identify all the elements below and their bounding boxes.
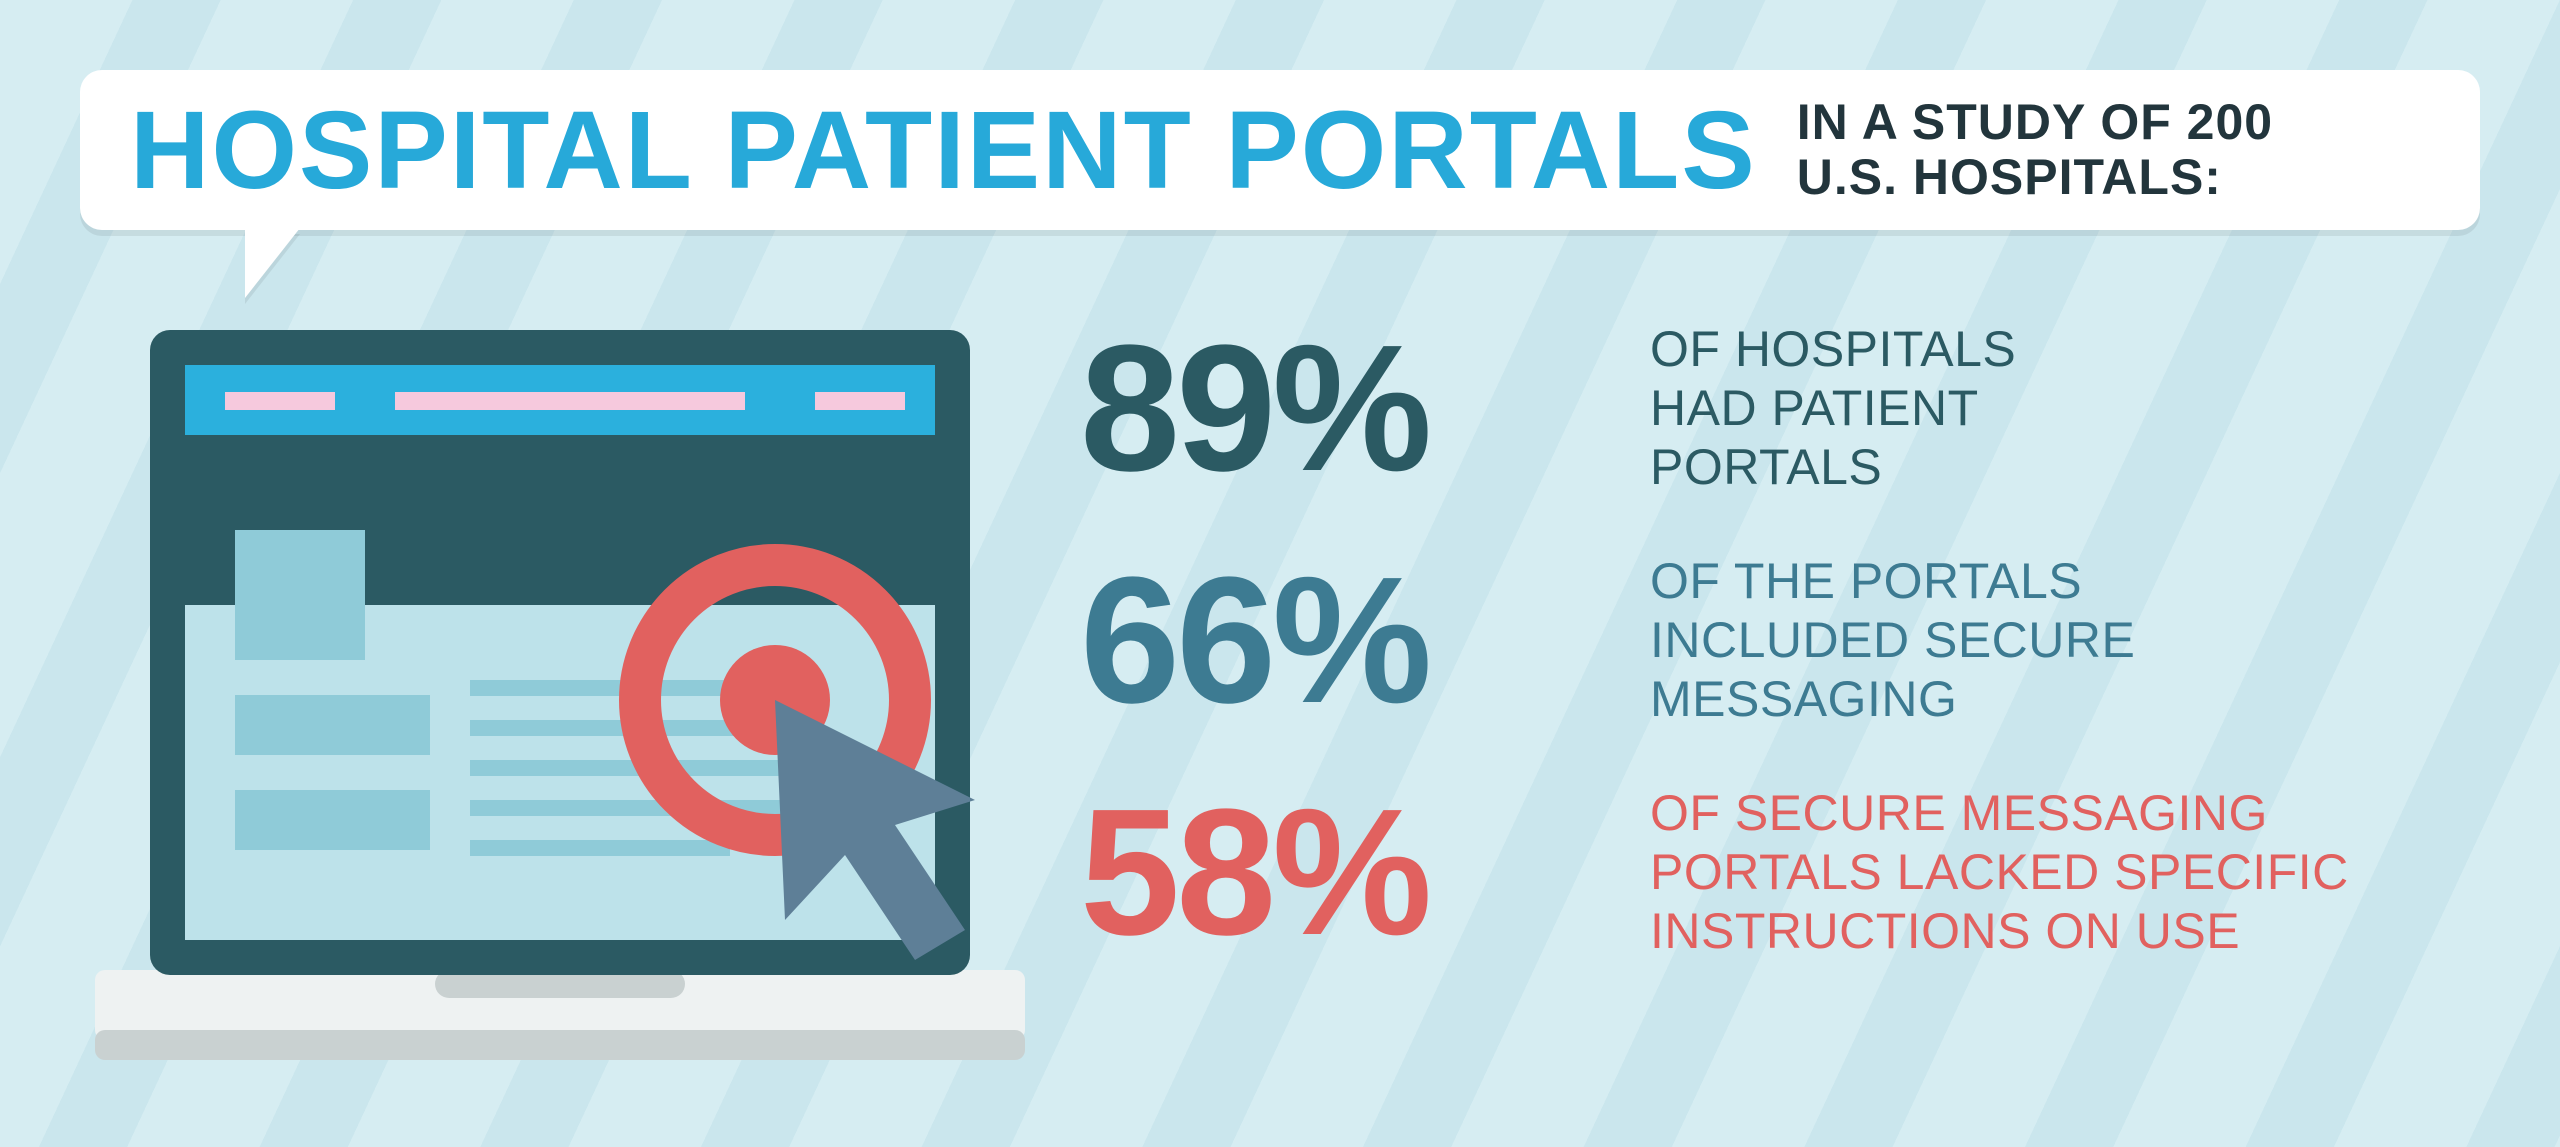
stat-row-2: 66% OF THE PORTALS INCLUDED SECURE MESSA… (1080, 552, 2480, 729)
header-title: HOSPITAL PATIENT PORTALS (130, 87, 1757, 214)
text-line-5 (470, 840, 730, 856)
stat-percent-1: 89% (1080, 328, 1600, 490)
laptop-illustration (95, 330, 1025, 1105)
header-subtitle: IN A STUDY OF 200 U.S. HOSPITALS: (1797, 95, 2273, 205)
browser-bar-pill-2 (395, 392, 745, 410)
header-speech-tail (245, 228, 300, 298)
browser-bar-pill-3 (815, 392, 905, 410)
content-block-2 (235, 790, 430, 850)
stats-column: 89% OF HOSPITALS HAD PATIENT PORTALS 66%… (1080, 320, 2480, 961)
content-block-1 (235, 695, 430, 755)
header-subtitle-line2: U.S. HOSPITALS: (1797, 150, 2273, 205)
page-avatar (235, 530, 365, 660)
header-box: HOSPITAL PATIENT PORTALS IN A STUDY OF 2… (80, 70, 2480, 230)
stat-desc-1: OF HOSPITALS HAD PATIENT PORTALS (1650, 320, 2016, 497)
laptop-base-shadow (95, 1030, 1025, 1060)
browser-bar-pill-1 (225, 392, 335, 410)
laptop-svg (95, 330, 1025, 1100)
stat-row-3: 58% OF SECURE MESSAGING PORTALS LACKED S… (1080, 784, 2480, 961)
stat-row-1: 89% OF HOSPITALS HAD PATIENT PORTALS (1080, 320, 2480, 497)
header-subtitle-line1: IN A STUDY OF 200 (1797, 95, 2273, 150)
stat-desc-2: OF THE PORTALS INCLUDED SECURE MESSAGING (1650, 552, 2135, 729)
stat-percent-3: 58% (1080, 792, 1600, 954)
stat-percent-2: 66% (1080, 560, 1600, 722)
stat-desc-3: OF SECURE MESSAGING PORTALS LACKED SPECI… (1650, 784, 2349, 961)
